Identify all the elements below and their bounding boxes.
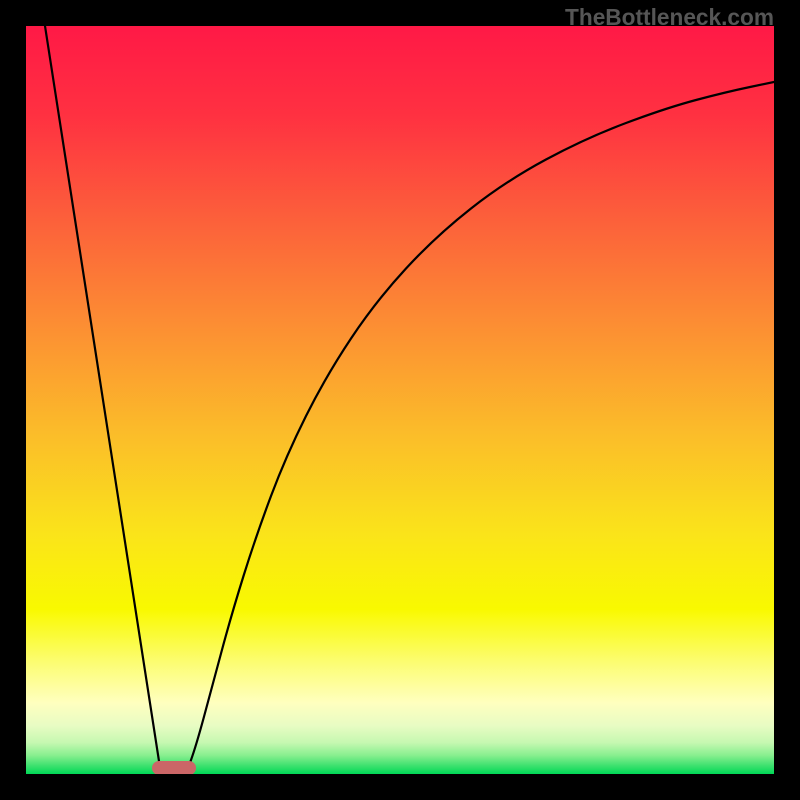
chart-frame: TheBottleneck.com [0, 0, 800, 800]
optimal-marker [152, 761, 196, 774]
watermark-text: TheBottleneck.com [565, 4, 774, 31]
bottleneck-curve [26, 26, 774, 774]
plot-area [26, 26, 774, 774]
